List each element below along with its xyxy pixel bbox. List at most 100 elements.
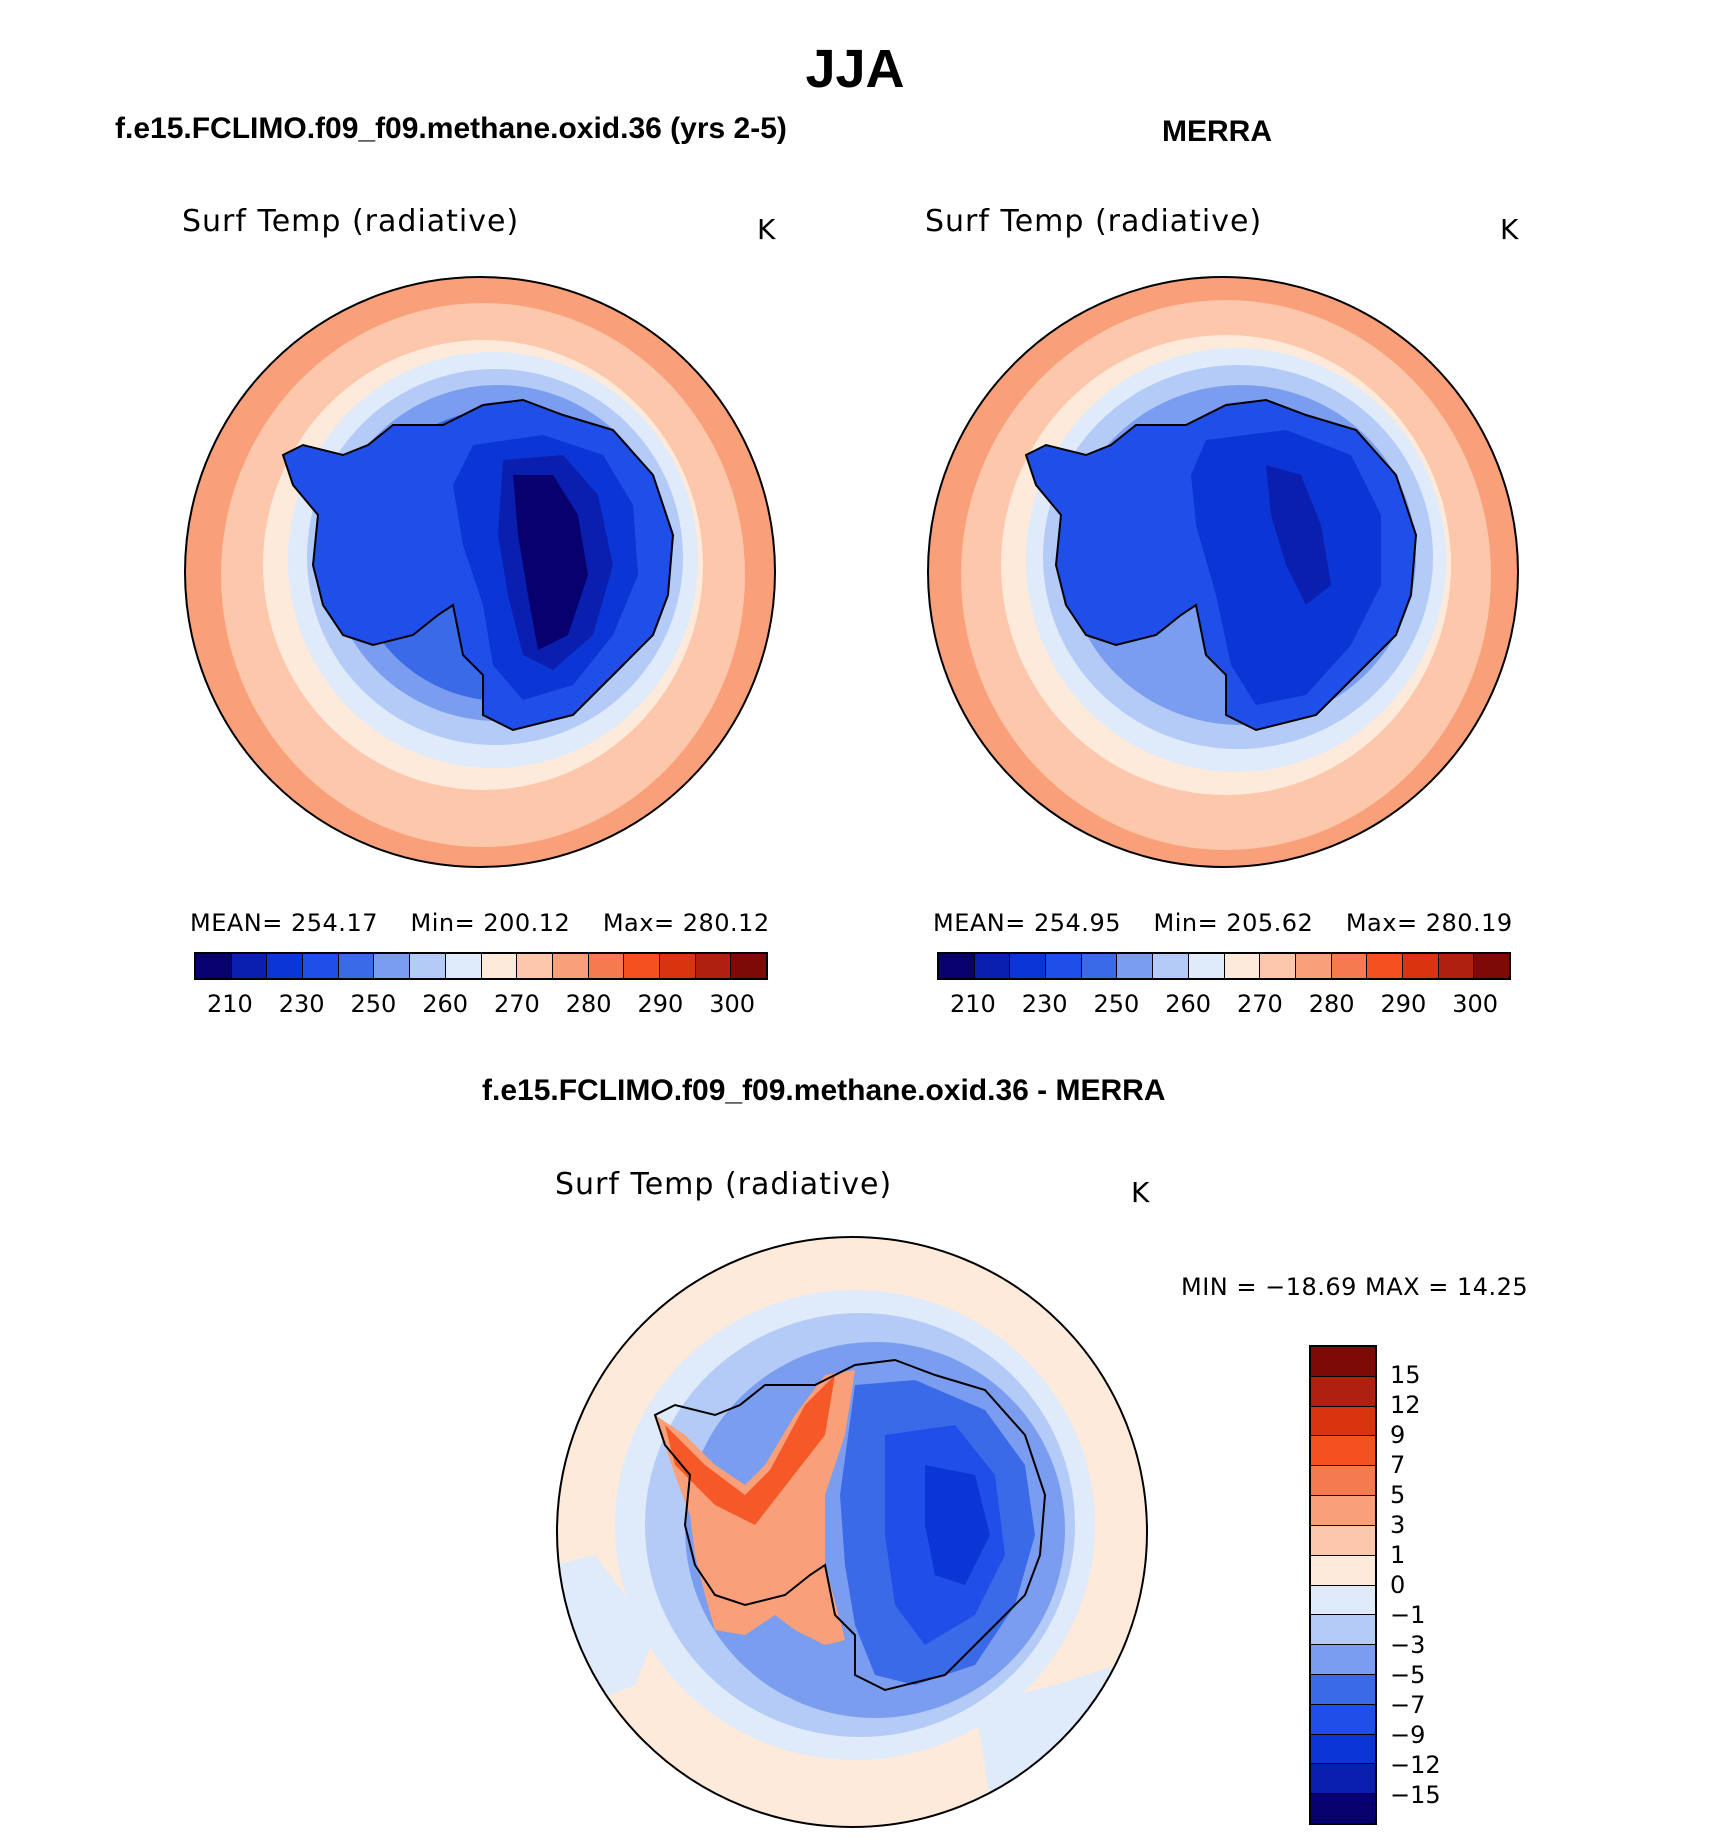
colorbar-cell [659, 954, 696, 978]
colorbar-cell [1311, 1645, 1375, 1675]
map-difference-antarctica [556, 1236, 1148, 1828]
colorbar-tick-label: −1 [1390, 1601, 1426, 1629]
colorbar-cell [1311, 1704, 1375, 1735]
colorbar-tick-label: 250 [1093, 990, 1140, 1018]
colorbar-cell [1311, 1794, 1375, 1823]
max-value: 280.12 [682, 909, 770, 937]
colorbar-cell [1224, 954, 1261, 978]
colorbar-tick-label: 230 [1021, 990, 1068, 1018]
colorbar-cell [974, 954, 1011, 978]
colorbar-tick-label: 15 [1390, 1361, 1421, 1389]
colorbar-tick-label: 290 [1380, 990, 1427, 1018]
colorbar-cell [1402, 954, 1439, 978]
colorbar-cell [1367, 954, 1403, 978]
min-label: Min= [410, 909, 476, 937]
colorbar-merra [937, 952, 1511, 980]
colorbar-tick-label: −5 [1390, 1661, 1426, 1689]
colorbar-tick-label: 12 [1390, 1391, 1421, 1419]
colorbar-cell [1474, 954, 1509, 978]
colorbar-difference [1309, 1345, 1377, 1825]
colorbar-cell [1311, 1496, 1375, 1526]
colorbar-cell [1311, 1466, 1375, 1497]
panel-2-units: K [1500, 213, 1519, 246]
colorbar-cell [1311, 1555, 1375, 1586]
colorbar-model [194, 952, 768, 980]
panel-2-title: MERRA [1162, 115, 1272, 148]
colorbar-cell [1081, 954, 1118, 978]
colorbar-cell [267, 954, 304, 978]
colorbar-tick-label: 300 [709, 990, 756, 1018]
colorbar-cell [1153, 954, 1189, 978]
colorbar-tick-label: 270 [493, 990, 540, 1018]
panel-3-units: K [1131, 1176, 1150, 1209]
colorbar-cell [939, 954, 975, 978]
colorbar-cell [410, 954, 446, 978]
panel-1-units: K [757, 213, 776, 246]
colorbar-cell [1311, 1674, 1375, 1705]
colorbar-tick-label: −15 [1390, 1781, 1441, 1809]
panel-1-title: f.e15.FCLIMO.f09_f09.methane.oxid.36 (yr… [115, 112, 787, 145]
colorbar-cell [1188, 954, 1225, 978]
panel-3-minmax: MIN = −18.69 MAX = 14.25 [1181, 1273, 1529, 1301]
mean-label: MEAN= [190, 909, 283, 937]
min-value: 200.12 [483, 909, 571, 937]
colorbar-cell [1046, 954, 1082, 978]
panel-2-variable: Surf Temp (radiative) [925, 204, 1263, 239]
panel-3-title: f.e15.FCLIMO.f09_f09.methane.oxid.36 - M… [482, 1074, 1166, 1107]
map-model-antarctica [184, 276, 776, 868]
mean-label: MEAN= [933, 909, 1026, 937]
colorbar-tick-label: −7 [1390, 1691, 1426, 1719]
colorbar-tick-label: 7 [1390, 1451, 1406, 1479]
min-label: Min= [1153, 909, 1219, 937]
max-label: Max= [602, 909, 675, 937]
colorbar-cell [624, 954, 660, 978]
figure-title: JJA [805, 39, 905, 99]
panel-3-variable: Surf Temp (radiative) [555, 1167, 893, 1202]
colorbar-tick-label: 9 [1390, 1421, 1406, 1449]
colorbar-tick-label: 260 [422, 990, 469, 1018]
colorbar-tick-label: 1 [1390, 1541, 1406, 1569]
colorbar-cell [303, 954, 339, 978]
colorbar-cell [196, 954, 232, 978]
colorbar-cell [1311, 1436, 1375, 1467]
colorbar-cell [1311, 1615, 1375, 1646]
max-value: 280.19 [1425, 909, 1513, 937]
colorbar-tick-label: −3 [1390, 1631, 1426, 1659]
colorbar-tick-label: 250 [350, 990, 397, 1018]
colorbar-tick-label: 230 [278, 990, 325, 1018]
mean-value: 254.17 [291, 909, 378, 937]
min-value: 205.62 [1226, 909, 1314, 937]
colorbar-cell [1311, 1347, 1375, 1377]
antarctica-coastline [653, 1358, 1047, 1692]
colorbar-cell [695, 954, 732, 978]
colorbar-cell [731, 954, 766, 978]
colorbar-tick-label: 3 [1390, 1511, 1406, 1539]
colorbar-cell [517, 954, 553, 978]
map-merra-antarctica [927, 276, 1519, 868]
mean-value: 254.95 [1034, 909, 1121, 937]
colorbar-cell [231, 954, 268, 978]
colorbar-cell [1311, 1376, 1375, 1407]
colorbar-cell [1311, 1764, 1375, 1795]
colorbar-tick-label: 5 [1390, 1481, 1406, 1509]
colorbar-cell [1010, 954, 1047, 978]
colorbar-tick-label: 280 [565, 990, 612, 1018]
panel-2-stats: MEAN= 254.95 Min= 205.62 Max= 280.19 [933, 909, 1513, 937]
colorbar-cell [1311, 1734, 1375, 1765]
colorbar-tick-label: −9 [1390, 1721, 1426, 1749]
colorbar-cell [374, 954, 411, 978]
colorbar-cell [445, 954, 482, 978]
colorbar-tick-label: 260 [1165, 990, 1212, 1018]
colorbar-cell [588, 954, 625, 978]
colorbar-cell [1117, 954, 1154, 978]
colorbar-cell [1438, 954, 1475, 978]
panel-1-variable: Surf Temp (radiative) [182, 204, 520, 239]
colorbar-tick-label: 210 [206, 990, 253, 1018]
panel-1-stats: MEAN= 254.17 Min= 200.12 Max= 280.12 [190, 909, 770, 937]
colorbar-tick-label: 0 [1390, 1571, 1406, 1599]
colorbar-tick-label: −12 [1390, 1751, 1441, 1779]
colorbar-tick-label: 280 [1308, 990, 1355, 1018]
colorbar-cell [481, 954, 518, 978]
colorbar-cell [552, 954, 589, 978]
colorbar-cell [1311, 1525, 1375, 1556]
